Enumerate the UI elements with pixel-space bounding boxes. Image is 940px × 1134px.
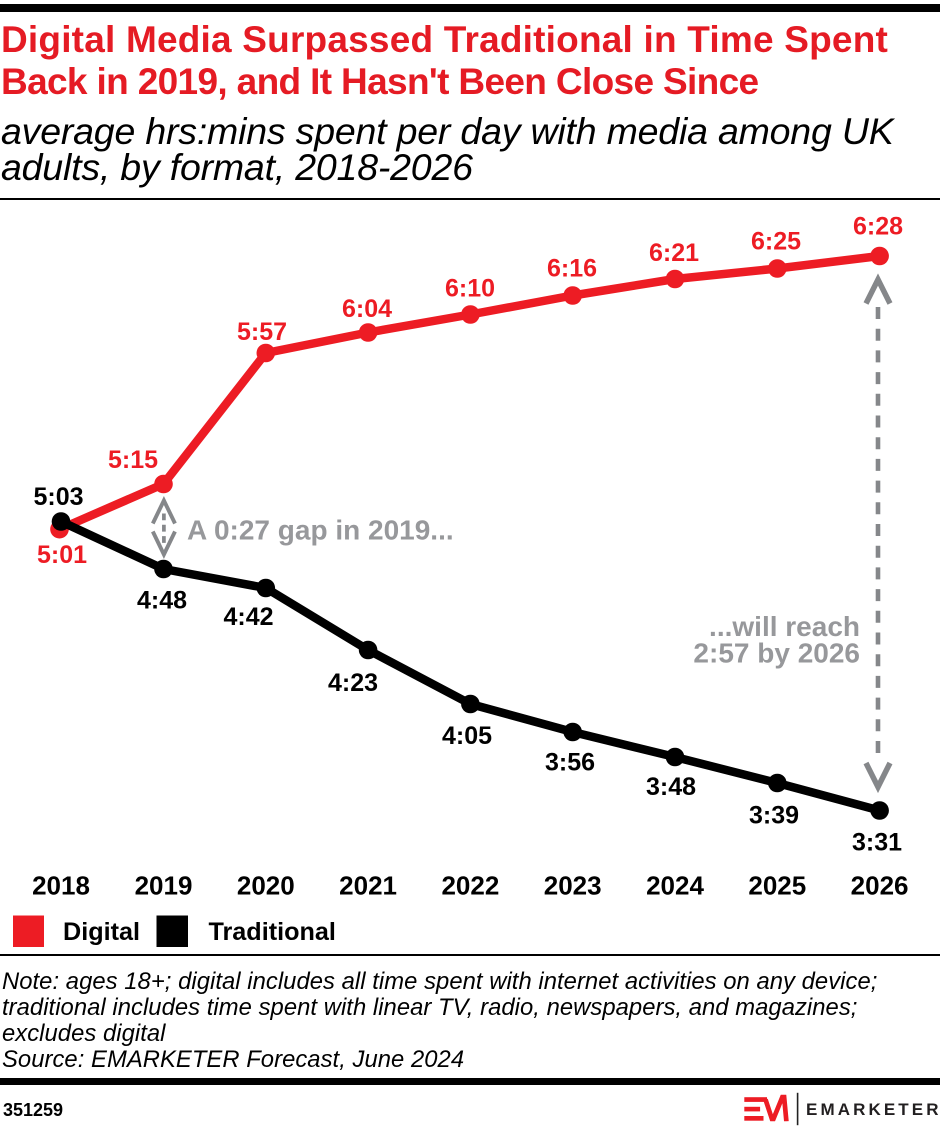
svg-text:4:23: 4:23 [328,669,378,697]
svg-text:2024: 2024 [646,871,704,901]
svg-text:6:04: 6:04 [342,295,392,323]
svg-text:5:03: 5:03 [33,483,83,511]
svg-text:Traditional: Traditional [209,918,336,946]
svg-text:6:16: 6:16 [547,255,597,283]
svg-text:2020: 2020 [237,871,295,901]
svg-text:3:39: 3:39 [749,802,799,830]
svg-text:2:57 by 2026: 2:57 by 2026 [693,638,860,669]
svg-text:2021: 2021 [339,871,397,901]
svg-text:5:57: 5:57 [237,318,287,346]
svg-text:3:48: 3:48 [646,773,696,801]
svg-text:2025: 2025 [748,871,806,901]
svg-text:6:10: 6:10 [445,275,495,303]
svg-text:2023: 2023 [544,871,602,901]
svg-text:5:01: 5:01 [37,541,87,569]
svg-text:EMARKETER: EMARKETER [806,1100,940,1119]
svg-text:6:28: 6:28 [853,213,903,241]
svg-text:...will reach: ...will reach [709,611,860,642]
svg-text:2026: 2026 [851,871,909,901]
svg-text:4:48: 4:48 [137,587,187,615]
svg-text:6:21: 6:21 [649,239,699,267]
svg-text:2022: 2022 [441,871,499,901]
svg-text:A 0:27 gap in 2019...: A 0:27 gap in 2019... [187,515,454,546]
svg-text:4:05: 4:05 [442,722,492,750]
svg-text:6:25: 6:25 [751,228,801,256]
svg-text:4:42: 4:42 [223,603,273,631]
svg-text:2019: 2019 [135,871,193,901]
svg-text:Digital: Digital [63,918,140,946]
svg-text:3:56: 3:56 [545,749,595,777]
svg-text:5:15: 5:15 [108,446,158,474]
svg-text:3:31: 3:31 [852,829,902,857]
svg-text:2018: 2018 [32,871,90,901]
